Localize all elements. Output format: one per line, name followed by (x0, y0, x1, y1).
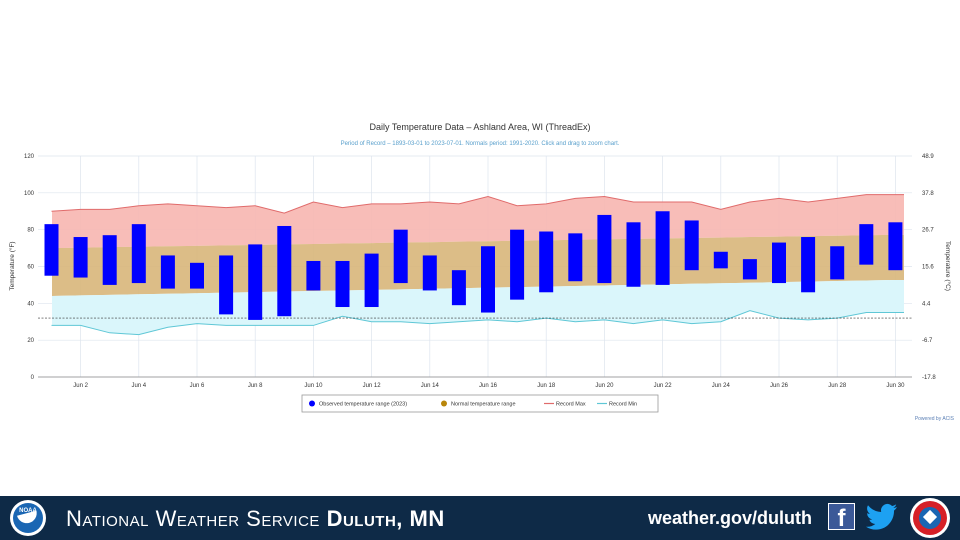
observed-bar[interactable] (422, 255, 437, 291)
legend-label[interactable]: Record Max (556, 402, 586, 408)
y-tick-label: 40 (27, 301, 34, 307)
agency-name: National Weather Service (66, 506, 320, 531)
observed-bar[interactable] (684, 220, 699, 271)
legend-label[interactable]: Observed temperature range (2023) (319, 402, 407, 408)
x-tick-label: Jun 26 (770, 383, 789, 389)
record-max-line (51, 194, 904, 214)
office-name: Duluth, MN (326, 506, 445, 531)
observed-bar[interactable] (306, 260, 321, 291)
x-tick-label: Jun 8 (248, 383, 263, 389)
observed-bar[interactable] (131, 224, 146, 284)
y2-tick-label: 15.6 (922, 265, 934, 271)
observed-bar[interactable] (742, 259, 757, 280)
observed-bar[interactable] (859, 224, 874, 265)
chart-subtitle: Period of Record – 1893-03-01 to 2023-07… (341, 141, 620, 147)
chart-title: Daily Temperature Data – Ashland Area, W… (370, 122, 591, 132)
observed-bar[interactable] (830, 246, 845, 280)
y2-tick-label: -17.8 (922, 375, 936, 381)
nws-seal-icon (910, 498, 950, 538)
x-tick-label: Jun 24 (712, 383, 731, 389)
x-tick-label: Jun 16 (479, 383, 498, 389)
noaa-logo-icon: NOAA (10, 500, 46, 536)
observed-bar[interactable] (481, 246, 495, 313)
observed-bar[interactable] (393, 229, 408, 284)
y-tick-label: 0 (31, 375, 35, 381)
x-tick-label: Jun 22 (654, 383, 673, 389)
observed-bar[interactable] (626, 222, 641, 287)
office-title: National Weather Service Duluth, MN (66, 506, 445, 532)
legend-label[interactable]: Record Min (609, 402, 637, 408)
record-min-band (51, 279, 904, 335)
y-tick-label: 120 (24, 154, 35, 160)
y2-tick-label: -6.7 (922, 338, 933, 344)
observed-bar[interactable] (277, 225, 292, 317)
observed-bar[interactable] (568, 233, 583, 282)
observed-bar[interactable] (248, 244, 263, 320)
y2-tick-label: 37.8 (922, 191, 934, 197)
observed-bar[interactable] (219, 255, 234, 315)
legend-marker (309, 400, 315, 407)
x-tick-label: Jun 30 (886, 383, 905, 389)
x-tick-label: Jun 10 (304, 383, 323, 389)
observed-bar[interactable] (335, 260, 350, 308)
footer-bar: NOAA National Weather Service Duluth, MN… (0, 496, 960, 540)
legend: Observed temperature range (2023) Normal … (301, 394, 659, 413)
observed-bar[interactable] (102, 235, 117, 285)
x-tick-label: Jun 4 (131, 383, 146, 389)
observed-bar[interactable] (597, 214, 612, 284)
y2-tick-label: 4.4 (922, 301, 931, 307)
observed-bar[interactable] (73, 237, 88, 278)
y-tick-label: 60 (27, 265, 34, 271)
x-tick-label: Jun 20 (595, 383, 614, 389)
x-tick-label: Jun 2 (73, 383, 88, 389)
y-tick-label: 20 (27, 338, 34, 344)
observed-bar[interactable] (801, 237, 816, 293)
observed-bar[interactable] (888, 222, 903, 271)
observed-bar[interactable] (772, 242, 786, 284)
twitter-icon[interactable] (865, 502, 899, 532)
facebook-icon[interactable]: f (828, 503, 855, 532)
observed-bar[interactable] (160, 255, 175, 289)
y-tick-label: 80 (27, 228, 34, 234)
x-tick-label: Jun 14 (421, 383, 440, 389)
observed-bar[interactable] (451, 270, 466, 306)
website-url[interactable]: weather.gov/duluth (648, 508, 813, 528)
x-tick-label: Jun 6 (190, 383, 205, 389)
y-tick-label: 100 (24, 191, 35, 197)
y-axis-label: Temperature (°F) (8, 241, 16, 290)
observed-bar[interactable] (364, 253, 379, 308)
observed-bar[interactable] (44, 224, 59, 276)
observed-bar[interactable] (655, 211, 670, 285)
legend-label[interactable]: Normal temperature range (451, 402, 516, 408)
y2-axis-label: Temperature (°C) (944, 241, 952, 291)
x-tick-label: Jun 18 (537, 383, 556, 389)
temperature-chart[interactable]: Daily Temperature Data – Ashland Area, W… (0, 0, 960, 496)
observed-bar[interactable] (190, 262, 204, 289)
record-min-line (51, 310, 904, 336)
observed-bar[interactable] (713, 251, 728, 269)
observed-bar[interactable] (510, 229, 525, 300)
y2-tick-label: 26.7 (922, 228, 934, 234)
y2-tick-label: 48.9 (922, 154, 934, 160)
credit-text[interactable]: Powered by ACIS (915, 416, 955, 422)
legend-marker (441, 400, 447, 407)
observed-bar[interactable] (539, 231, 554, 293)
x-tick-label: Jun 28 (828, 383, 847, 389)
x-tick-label: Jun 12 (363, 383, 382, 389)
